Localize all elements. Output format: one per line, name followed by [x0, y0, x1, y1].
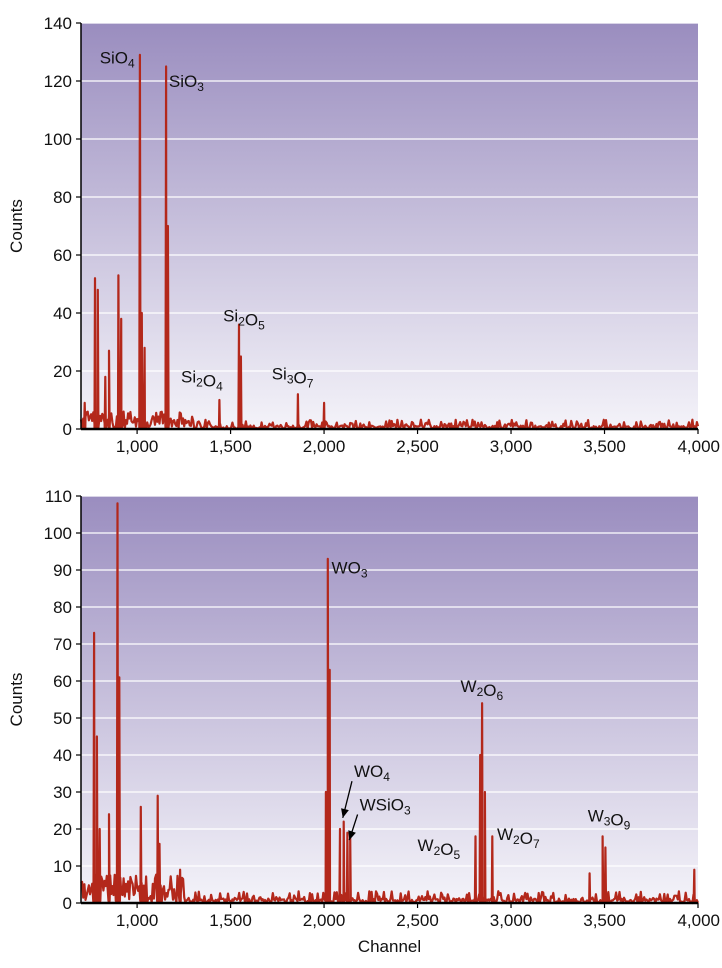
- x-tick-label: 2,500: [396, 437, 439, 456]
- y-tick-label: 80: [53, 598, 72, 617]
- annotation-arrowhead: [341, 808, 349, 818]
- x-tick-label: 2,000: [303, 437, 346, 456]
- y-tick-label: 20: [53, 820, 72, 839]
- y-tick-label: 60: [53, 672, 72, 691]
- y-tick-label: 120: [44, 72, 72, 91]
- x-tick-label: 3,500: [583, 437, 626, 456]
- peak-annotation: W2O5: [418, 836, 461, 862]
- x-tick-label: 4,000: [677, 911, 720, 930]
- peak-annotation: Si3O7: [272, 365, 314, 391]
- y-tick-label: 0: [63, 894, 72, 913]
- y-tick-label: 50: [53, 709, 72, 728]
- peak-annotation: WSiO3: [360, 796, 411, 818]
- peak-annotation: W2O6: [461, 677, 504, 703]
- x-tick-label: 2,500: [396, 911, 439, 930]
- y-tick-label: 80: [53, 188, 72, 207]
- x-tick-label: 3,000: [490, 437, 533, 456]
- y-tick-label: 20: [53, 362, 72, 381]
- plot-background: [81, 496, 698, 903]
- y-axis-label: Counts: [7, 673, 26, 727]
- chart-panel-2: 0 10 20 30 40 50 60 70 80 90 100 110 1,000 1,500 2,000…: [7, 487, 720, 956]
- x-axis-label: Channel: [358, 937, 421, 956]
- chart-panel-1: 0 20 40 60 80 100 120 140 1,000 1,500 2,000 2,500 3,…: [7, 14, 720, 456]
- y-tick-label: 40: [53, 746, 72, 765]
- x-tick-label: 1,000: [116, 911, 159, 930]
- peak-annotation: WO3: [332, 559, 368, 581]
- y-tick-label: 70: [53, 635, 72, 654]
- peak-annotation: W3O9: [588, 807, 631, 833]
- spectrum-line: [80, 502, 700, 905]
- peak-annotation: W2O7: [497, 825, 540, 851]
- spectrum-line: [79, 53, 700, 431]
- y-tick-label: 100: [44, 524, 72, 543]
- plot-background: [81, 23, 698, 429]
- y-tick-label: 90: [53, 561, 72, 580]
- y-tick-label: 100: [44, 130, 72, 149]
- x-tick-label: 1,500: [209, 911, 252, 930]
- peak-annotation: SiO3: [169, 72, 204, 94]
- x-tick-label: 2,000: [303, 911, 346, 930]
- y-tick-label: 140: [44, 14, 72, 33]
- y-tick-label: 110: [45, 487, 72, 506]
- annotation-arrowhead: [348, 830, 356, 841]
- x-tick-label: 4,000: [677, 437, 720, 456]
- peak-annotation: WO4: [354, 762, 390, 784]
- y-axis-label: Counts: [7, 199, 26, 253]
- y-tick-label: 30: [53, 783, 72, 802]
- x-tick-label: 3,000: [490, 911, 533, 930]
- x-tick-label: 3,500: [583, 911, 626, 930]
- y-tick-label: 40: [53, 304, 72, 323]
- peak-annotation: Si2O4: [181, 368, 223, 394]
- y-tick-label: 60: [53, 246, 72, 265]
- y-tick-label: 0: [63, 420, 72, 439]
- x-tick-label: 1,000: [116, 437, 159, 456]
- y-tick-label: 10: [53, 857, 72, 876]
- peak-annotation: SiO4: [100, 49, 135, 71]
- peak-annotation: Si2O5: [223, 307, 265, 333]
- x-tick-label: 1,500: [209, 437, 252, 456]
